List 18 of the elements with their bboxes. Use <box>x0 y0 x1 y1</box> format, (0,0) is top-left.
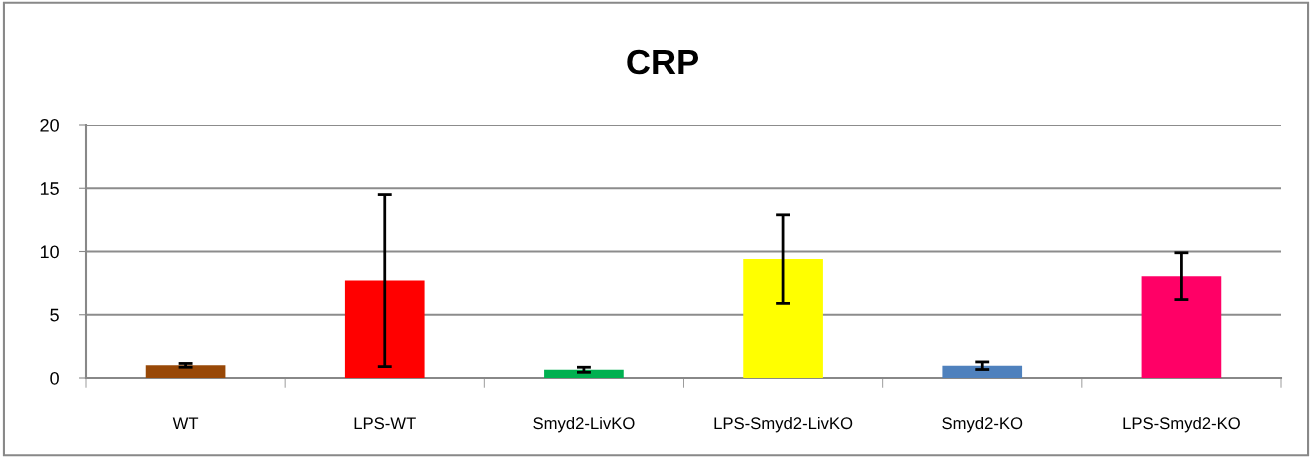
y-tick-label: 15 <box>40 182 59 195</box>
y-tick-label: 20 <box>40 118 59 132</box>
bar <box>344 280 425 378</box>
bar <box>942 365 1023 378</box>
bar <box>145 365 226 378</box>
x-tick-label: LPS-Smyd2-LivKO <box>714 416 853 433</box>
x-tick-label: Smyd2-KO <box>942 416 1023 433</box>
bar <box>743 259 823 378</box>
y-tick-label: 0 <box>50 371 59 385</box>
bar <box>544 369 624 378</box>
y-tick-label: 10 <box>40 245 59 259</box>
y-tick-label: 5 <box>50 308 59 322</box>
x-tick-label: Smyd2-LivKO <box>533 416 635 433</box>
chart-title: CRP <box>627 49 699 75</box>
x-tick-label: LPS-Smyd2-KO <box>1123 416 1240 433</box>
x-tick-label: WT <box>172 417 199 429</box>
x-tick-label: LPS-WT <box>354 417 416 430</box>
bar <box>1141 276 1222 378</box>
